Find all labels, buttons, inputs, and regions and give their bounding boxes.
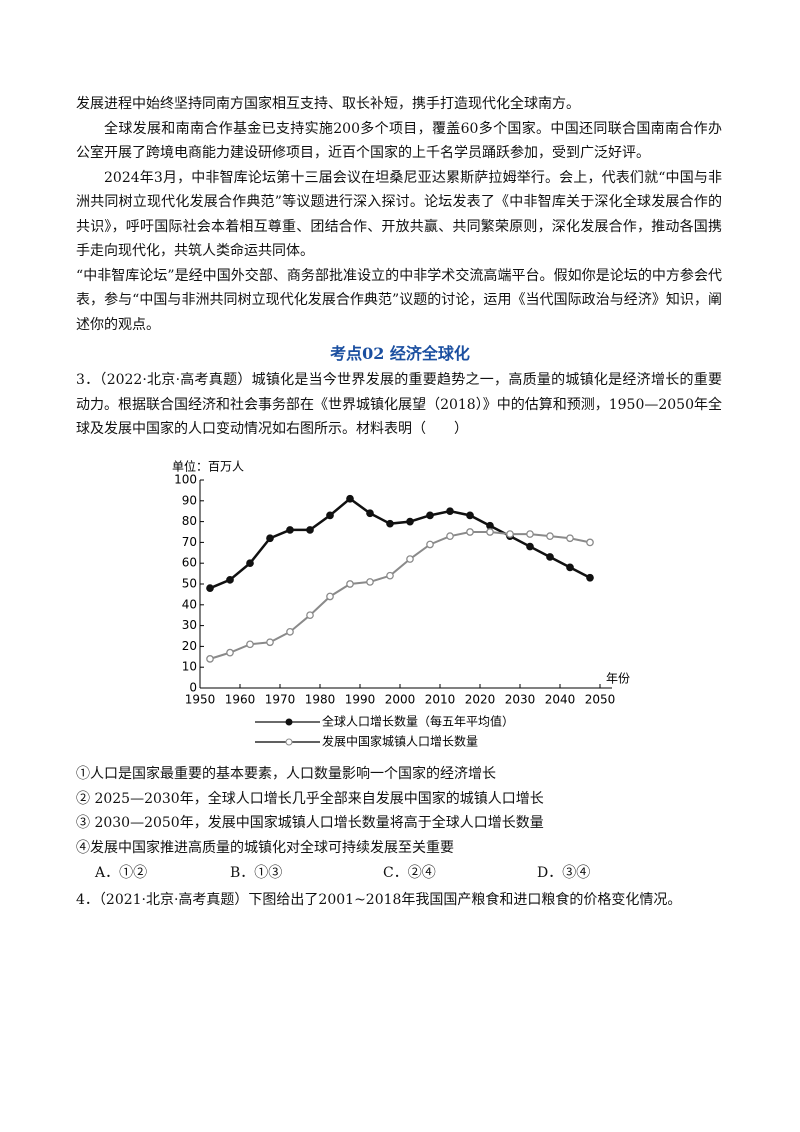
data-point	[346, 494, 354, 503]
y-tick-label: 40	[182, 597, 197, 611]
data-point	[326, 511, 334, 520]
y-tick-label: 70	[182, 535, 197, 549]
statement: ①人口是国家最重要的基本要素，人口数量影响一个国家的经济增长	[76, 766, 496, 782]
data-point	[426, 540, 434, 549]
data-point	[306, 611, 314, 620]
stem-text: 4．（2021·北京·高考真题）下图给出了2001~2018年我国国产粮食和进口…	[76, 892, 682, 908]
x-tick-label: 2010	[425, 693, 456, 707]
data-point	[226, 575, 234, 584]
y-tick-label: 100	[174, 473, 197, 487]
data-point	[306, 526, 314, 534]
data-point	[466, 511, 474, 520]
x-tick-label: 2040	[545, 693, 576, 707]
data-point	[246, 640, 254, 649]
legend-marker	[285, 718, 293, 726]
option: D．③④	[537, 865, 591, 881]
material: 发展进程中始终坚持同南方国家相互支持、取长补短，携手打造现代化全球南方。 全球发…	[76, 92, 722, 337]
x-tick-label: 2000	[385, 693, 416, 707]
section-heading: 考点02 经济全球化	[330, 344, 470, 363]
y-tick-label: 60	[182, 556, 197, 570]
series-line	[209, 497, 591, 590]
data-point	[366, 509, 374, 518]
paragraph: 全球发展和南南合作基金已支持实施200多个项目，覆盖60多个国家。中国还同联合国…	[76, 120, 722, 162]
question-stem: 3．（2022·北京·高考真题）城镇化是当今世界发展的重要趋势之一，高质量的城镇…	[76, 368, 722, 442]
x-tick-label: 1990	[345, 693, 376, 707]
x-tick-label: 2020	[465, 693, 496, 707]
data-point	[386, 571, 394, 580]
y-tick-label: 30	[182, 618, 197, 632]
data-point	[526, 542, 534, 551]
statements: ①人口是国家最重要的基本要素，人口数量影响一个国家的经济增长 ② 2025—20…	[76, 762, 722, 860]
data-point	[546, 553, 554, 561]
option: C．②④	[383, 865, 436, 881]
data-point	[586, 538, 594, 547]
legend-label: 全球人口增长数量（每五年平均值）	[322, 714, 514, 729]
y-tick-label: 50	[182, 577, 197, 591]
data-point	[286, 627, 294, 636]
y-axis-label: 单位：百万人	[172, 459, 244, 474]
paragraph: 发展进程中始终坚持同南方国家相互支持、取长补短，携手打造现代化全球南方。	[76, 96, 580, 112]
statement: ③ 2030—2050年，发展中国家城镇人口增长数量将高于全球人口增长数量	[76, 815, 544, 831]
y-tick-label: 90	[182, 493, 197, 507]
data-point	[426, 511, 434, 520]
x-tick-label: 1960	[225, 693, 256, 707]
data-point	[406, 517, 414, 526]
y-tick-label: 80	[182, 514, 197, 528]
data-point	[586, 573, 594, 582]
data-point	[486, 528, 494, 536]
data-point	[386, 519, 394, 528]
paragraph: “中非智库论坛”是经中国外交部、商务部批准设立的中非学术交流高端平台。假如你是论…	[76, 267, 722, 333]
data-point	[206, 584, 214, 593]
data-point	[406, 555, 414, 563]
data-point	[466, 528, 474, 536]
data-point	[486, 521, 494, 530]
x-tick-label: 2050	[585, 693, 616, 707]
data-point	[266, 534, 274, 543]
data-point	[286, 526, 294, 534]
data-point	[546, 532, 554, 541]
data-point	[506, 530, 514, 538]
x-tick-label: 2030	[505, 693, 536, 707]
y-tick-label: 10	[182, 660, 197, 674]
data-point	[226, 648, 234, 657]
y-tick-label: 0	[189, 681, 197, 695]
question-stem: 4．（2021·北京·高考真题）下图给出了2001~2018年我国国产粮食和进口…	[76, 888, 722, 913]
data-point	[206, 655, 214, 663]
data-point	[566, 563, 574, 572]
statement: ④发展中国家推进高质量的城镇化对全球可持续发展至关重要	[76, 839, 454, 856]
data-point	[446, 532, 454, 541]
paragraph: 2024年3月，中非智库论坛第十三届会议在坦桑尼亚达累斯萨拉姆举行。会上，代表们…	[76, 169, 722, 260]
data-point	[366, 578, 374, 586]
option: A．①②	[95, 865, 148, 881]
data-point	[446, 507, 454, 516]
data-point	[346, 580, 354, 588]
legend-marker	[285, 738, 293, 746]
data-point	[266, 638, 274, 647]
stem-text: 3．（2022·北京·高考真题）城镇化是当今世界发展的重要趋势之一，高质量的城镇…	[76, 372, 722, 437]
x-axis-label: 年份	[606, 672, 630, 686]
data-point	[246, 559, 254, 568]
y-tick-label: 20	[182, 639, 197, 653]
data-point	[326, 592, 334, 601]
data-point	[526, 530, 534, 538]
data-point	[566, 534, 574, 543]
x-tick-label: 1980	[305, 693, 336, 707]
option: B．①③	[230, 865, 283, 881]
x-tick-label: 1970	[265, 693, 296, 707]
statement: ② 2025—2030年，全球人口增长几乎全部来自发展中国家的城镇人口增长	[76, 790, 544, 807]
legend-label: 发展中国家城镇人口增长数量	[322, 734, 478, 749]
x-tick-label: 1950	[185, 693, 216, 707]
